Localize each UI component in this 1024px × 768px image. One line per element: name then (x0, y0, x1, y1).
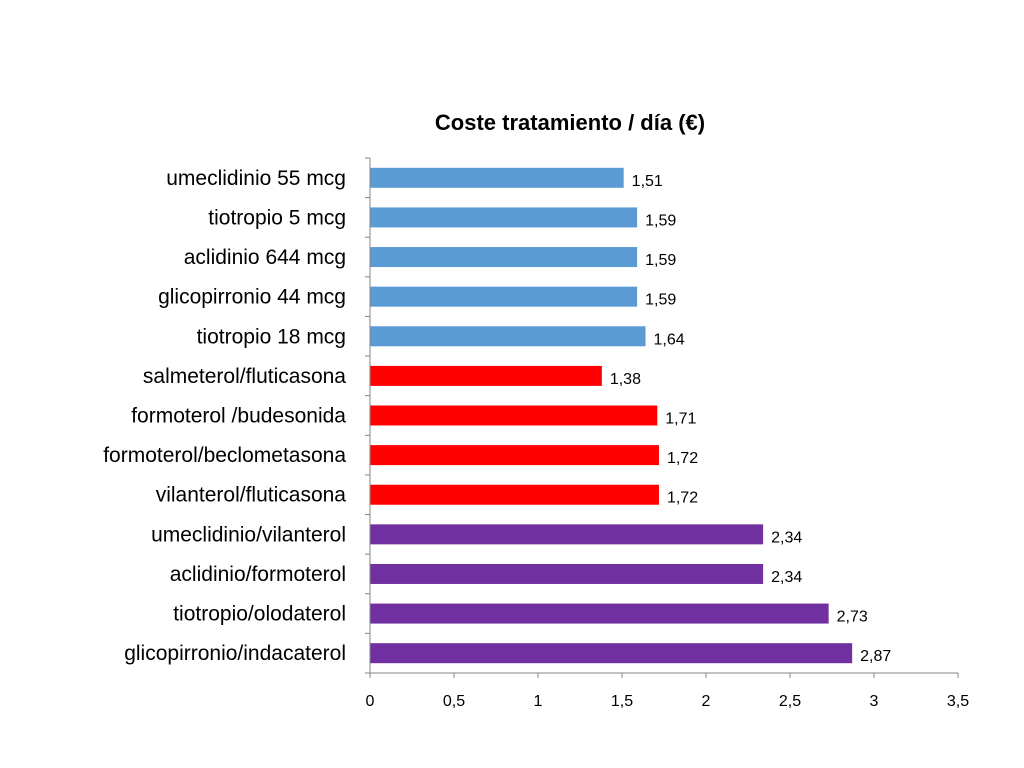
category-label: formoterol/beclometasona (103, 444, 346, 467)
bar (370, 524, 764, 545)
bar (370, 643, 853, 664)
x-tick-label: 3,5 (947, 693, 969, 710)
bar (370, 286, 638, 307)
x-tick-label: 1 (534, 693, 543, 710)
data-label: 1,38 (610, 371, 641, 388)
category-label: vilanterol/fluticasona (156, 484, 347, 507)
x-tick-label: 0 (366, 693, 375, 710)
x-tick-label: 1,5 (611, 693, 633, 710)
bar (370, 603, 829, 624)
bar (370, 167, 624, 188)
bar (370, 563, 764, 584)
category-label: tiotropio 5 mcg (208, 206, 346, 229)
category-label: formoterol /budesonida (131, 405, 346, 428)
x-tick-label: 3 (870, 693, 879, 710)
x-tick-label: 0,5 (443, 693, 465, 710)
data-label: 1,51 (632, 173, 663, 190)
category-label: aclidinio/formoterol (170, 563, 346, 586)
bar (370, 326, 646, 347)
data-label: 1,71 (665, 411, 696, 428)
data-label: 2,34 (771, 529, 802, 546)
data-label: 1,59 (645, 292, 676, 309)
data-label: 2,34 (771, 569, 802, 586)
bar (370, 247, 638, 268)
data-label: 2,73 (837, 609, 868, 626)
category-label: aclidinio 644 mcg (184, 246, 346, 269)
category-label: tiotropio/olodaterol (173, 603, 346, 626)
bar (370, 365, 602, 386)
category-label: glicopirronio/indacaterol (124, 642, 346, 665)
bar (370, 405, 658, 426)
bar (370, 445, 659, 466)
chart-title: Coste tratamiento / día (€) (435, 110, 705, 135)
bar (370, 207, 638, 228)
bar (370, 484, 659, 505)
data-label: 1,59 (645, 252, 676, 269)
category-label: umeclidinio 55 mcg (166, 167, 346, 190)
category-label: salmeterol/fluticasona (143, 365, 346, 388)
data-label: 1,64 (654, 331, 685, 348)
data-label: 1,59 (645, 212, 676, 229)
data-label: 1,72 (667, 490, 698, 507)
x-tick-label: 2 (702, 693, 711, 710)
data-label: 2,87 (860, 648, 891, 665)
category-label: tiotropio 18 mcg (197, 325, 346, 348)
x-tick-label: 2,5 (779, 693, 801, 710)
category-label: umeclidinio/vilanterol (151, 523, 346, 546)
data-label: 1,72 (667, 450, 698, 467)
category-label: glicopirronio 44 mcg (158, 286, 346, 309)
